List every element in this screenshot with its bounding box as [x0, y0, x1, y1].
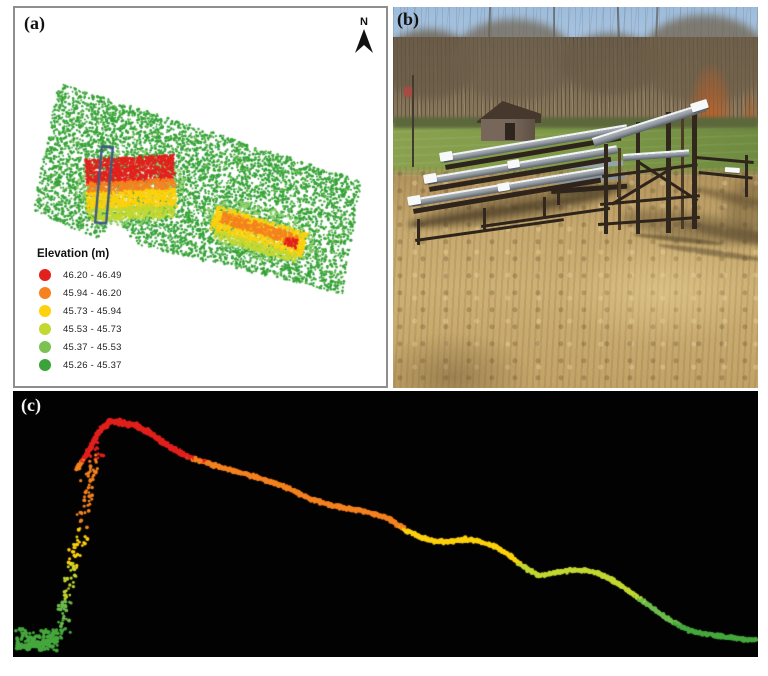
- bleacher-leg: [543, 197, 546, 219]
- panel-b-label: (b): [397, 9, 419, 29]
- legend-item: 45.94 - 46.20: [37, 284, 122, 302]
- panel-a-map: (a) N Elevation (m) 46.20 - 46.49 45.94 …: [13, 6, 388, 388]
- mid-bench-leg: [557, 190, 560, 205]
- map-legend: Elevation (m) 46.20 - 46.49 45.94 - 46.2…: [37, 248, 122, 374]
- photo-flag: [404, 87, 412, 97]
- legend-item-label: 45.26 - 45.37: [63, 359, 122, 371]
- legend-item: 45.53 - 45.73: [37, 320, 122, 338]
- stand-rear-post: [681, 117, 684, 229]
- legend-item-label: 45.37 - 45.53: [63, 341, 122, 353]
- legend-swatch: [39, 305, 51, 317]
- elevation-profile-canvas: [13, 391, 758, 657]
- legend-swatch: [39, 287, 51, 299]
- legend-item: 45.26 - 45.37: [37, 356, 122, 374]
- legend-item-label: 46.20 - 46.49: [63, 269, 122, 281]
- stand-right-cap: [724, 167, 740, 174]
- legend-item: 45.37 - 45.53: [37, 338, 122, 356]
- bleacher-leg: [483, 208, 486, 232]
- legend-item-label: 45.94 - 46.20: [63, 287, 122, 299]
- bleacher-leg: [417, 219, 420, 245]
- panel-b-photo: (b): [393, 7, 758, 388]
- point-cloud-map-canvas: [15, 8, 386, 386]
- stand-rear-post: [618, 148, 621, 230]
- panel-a-label: (a): [24, 13, 45, 33]
- legend-swatch: [39, 359, 51, 371]
- legend-swatch: [39, 269, 51, 281]
- legend-swatch: [39, 323, 51, 335]
- panel-c-profile: (c): [13, 391, 758, 657]
- stand-post: [604, 144, 608, 234]
- stand-post: [692, 105, 697, 229]
- photo-dark-corner: [393, 307, 573, 388]
- legend-title: Elevation (m): [37, 248, 110, 260]
- photo-flagpole: [412, 75, 414, 167]
- panel-c-label: (c): [21, 395, 41, 415]
- legend-item-label: 45.53 - 45.73: [63, 323, 122, 335]
- legend-swatch: [39, 341, 51, 353]
- photo-bush-row: [393, 117, 758, 128]
- stand-post: [666, 112, 671, 233]
- north-arrow: N: [352, 16, 376, 59]
- photo-shed-door: [505, 123, 515, 140]
- legend-item: 45.73 - 45.94: [37, 302, 122, 320]
- stand-post: [636, 122, 640, 234]
- north-arrow-icon: [355, 29, 373, 53]
- photo-canopy: [451, 19, 576, 101]
- north-label: N: [360, 16, 368, 28]
- stand-right-post: [745, 155, 748, 197]
- legend-item: 46.20 - 46.49: [37, 266, 122, 284]
- legend-item-label: 45.73 - 45.94: [63, 305, 122, 317]
